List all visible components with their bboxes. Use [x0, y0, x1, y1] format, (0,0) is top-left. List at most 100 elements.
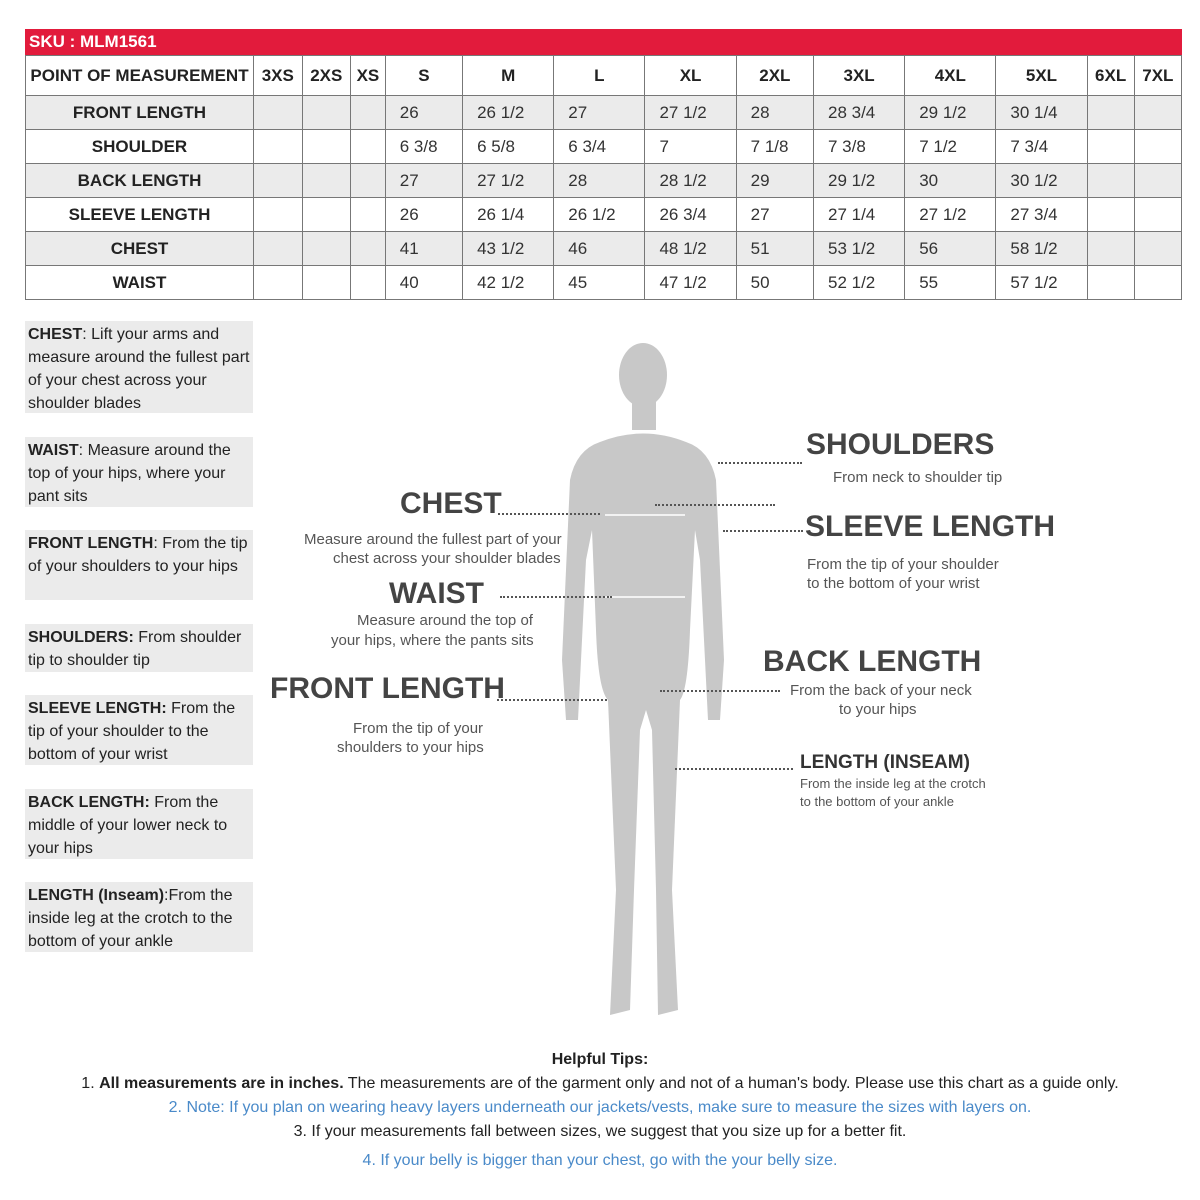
table-cell: 50 — [735, 265, 815, 300]
note-term: FRONT LENGTH — [28, 535, 154, 552]
table-cell: 27 — [384, 163, 464, 198]
row-label: BACK LENGTH — [25, 163, 254, 198]
table-cell: 58 1/2 — [995, 231, 1088, 266]
table-cell — [1086, 95, 1135, 130]
table-cell — [1133, 265, 1183, 300]
table-cell: 6 3/4 — [553, 129, 646, 164]
table-cell — [301, 163, 352, 198]
table-cell — [253, 163, 303, 198]
front-leader — [497, 699, 607, 701]
table-cell — [301, 129, 352, 164]
table-cell: 26 1/2 — [462, 95, 555, 130]
inseam-leader — [675, 768, 793, 770]
table-cell — [1086, 197, 1135, 232]
table-cell — [1133, 129, 1183, 164]
note-box: FRONT LENGTH: From the tip of your shoul… — [25, 530, 253, 600]
table-cell: 27 1/2 — [904, 197, 997, 232]
shoulders-leader — [718, 462, 802, 464]
tip-1-number: 1. — [81, 1075, 100, 1092]
row-label: CHEST — [25, 231, 254, 266]
back-desc-1: From the back of your neck — [790, 682, 972, 699]
note-text: :From the inside leg at the crotch to th… — [28, 887, 233, 950]
back-leader — [660, 690, 780, 692]
tip-4: 4. If your belly is bigger than your che… — [362, 1152, 838, 1169]
table-cell: 28 — [735, 95, 815, 130]
table-cell: 30 1/4 — [995, 95, 1088, 130]
table-cell: 45 — [553, 265, 646, 300]
header-size: M — [462, 55, 555, 96]
table-cell: 7 — [644, 129, 737, 164]
table-cell: 56 — [904, 231, 997, 266]
table-row: CHEST 41 43 1/2 46 48 1/2 51 53 1/2 56 58 1/2 — [25, 231, 1183, 266]
table-cell: 7 1/2 — [904, 129, 997, 164]
tip-3: 3. If your measurements fall between siz… — [293, 1123, 907, 1140]
table-cell — [350, 265, 386, 300]
waist-title: WAIST — [389, 577, 484, 610]
note-term: LENGTH (Inseam) — [28, 887, 165, 904]
table-cell: 29 1/2 — [904, 95, 997, 130]
inseam-title: LENGTH (INSEAM) — [800, 752, 970, 773]
table-cell: 52 1/2 — [812, 265, 906, 300]
waist-desc-2: your hips, where the pants sits — [331, 632, 534, 649]
sleeve-title: SLEEVE LENGTH — [805, 510, 1056, 543]
back-title: BACK LENGTH — [763, 645, 982, 678]
table-cell: 51 — [735, 231, 815, 266]
table-cell — [253, 129, 303, 164]
table-cell: 43 1/2 — [462, 231, 555, 266]
table-cell — [350, 95, 386, 130]
front-title: FRONT LENGTH — [270, 672, 505, 705]
table-cell: 30 — [904, 163, 997, 198]
header-size: 2XS — [301, 55, 352, 96]
note-term: WAIST — [28, 442, 79, 459]
table-cell: 30 1/2 — [995, 163, 1088, 198]
table-cell: 46 — [553, 231, 646, 266]
header-size: 5XL — [995, 55, 1088, 96]
table-cell: 27 1/4 — [812, 197, 906, 232]
note-text: From the tip of your shoulder to the bot… — [28, 700, 236, 763]
header-size: 7XL — [1133, 55, 1183, 96]
note-box: BACK LENGTH: From the middle of your low… — [25, 789, 253, 859]
header-size: L — [553, 55, 646, 96]
table-cell — [301, 265, 352, 300]
table-cell — [1086, 163, 1135, 198]
note-box: SHOULDERS: From shoulder tip to shoulder… — [25, 624, 253, 672]
table-cell — [350, 163, 386, 198]
table-cell: 29 1/2 — [812, 163, 906, 198]
table-cell: 7 1/8 — [735, 129, 815, 164]
tip-1-bold: All measurements are in inches. — [99, 1075, 344, 1092]
table-cell: 6 5/8 — [462, 129, 555, 164]
table-cell: 28 — [553, 163, 646, 198]
table-cell: 7 3/4 — [995, 129, 1088, 164]
front-desc-1: From the tip of your — [353, 720, 484, 737]
table-cell — [253, 95, 303, 130]
table-cell: 26 — [384, 95, 464, 130]
table-header-row: POINT OF MEASUREMENT 3XS 2XS XS S M L XL 2XL 3XL 4… — [25, 55, 1183, 96]
back-desc-2: to your hips — [839, 701, 917, 718]
chest-title: CHEST — [400, 487, 502, 520]
table-row: WAIST 40 42 1/2 45 47 1/2 50 52 1/2 55 57 1/2 — [25, 265, 1183, 300]
table-row: SHOULDER 6 3/8 6 5/8 6 3/4 7 7 1/8 7 3/8 7 1/2 7… — [25, 129, 1183, 164]
note-term: BACK LENGTH: — [28, 794, 150, 811]
header-size: 4XL — [904, 55, 997, 96]
table-cell — [350, 231, 386, 266]
table-cell: 6 3/8 — [384, 129, 464, 164]
sleeve-leader — [723, 530, 803, 532]
table-cell — [1133, 197, 1183, 232]
waist-leader — [500, 596, 612, 598]
table-cell: 27 1/2 — [462, 163, 555, 198]
header-point-of-measurement: POINT OF MEASUREMENT — [25, 55, 254, 96]
table-cell: 28 3/4 — [812, 95, 906, 130]
table-cell: 26 1/4 — [462, 197, 555, 232]
table-cell — [301, 95, 352, 130]
table-cell — [1133, 95, 1183, 130]
header-size: 6XL — [1086, 55, 1135, 96]
table-cell: 53 1/2 — [812, 231, 906, 266]
header-size: XS — [350, 55, 386, 96]
row-label: SHOULDER — [25, 129, 254, 164]
table-cell: 28 1/2 — [644, 163, 737, 198]
row-label: WAIST — [25, 265, 254, 300]
table-cell: 27 1/2 — [644, 95, 737, 130]
table-cell — [301, 231, 352, 266]
inseam-desc-1: From the inside leg at the crotch — [800, 776, 986, 791]
chest-desc-2: chest across your shoulder blades — [333, 550, 561, 567]
